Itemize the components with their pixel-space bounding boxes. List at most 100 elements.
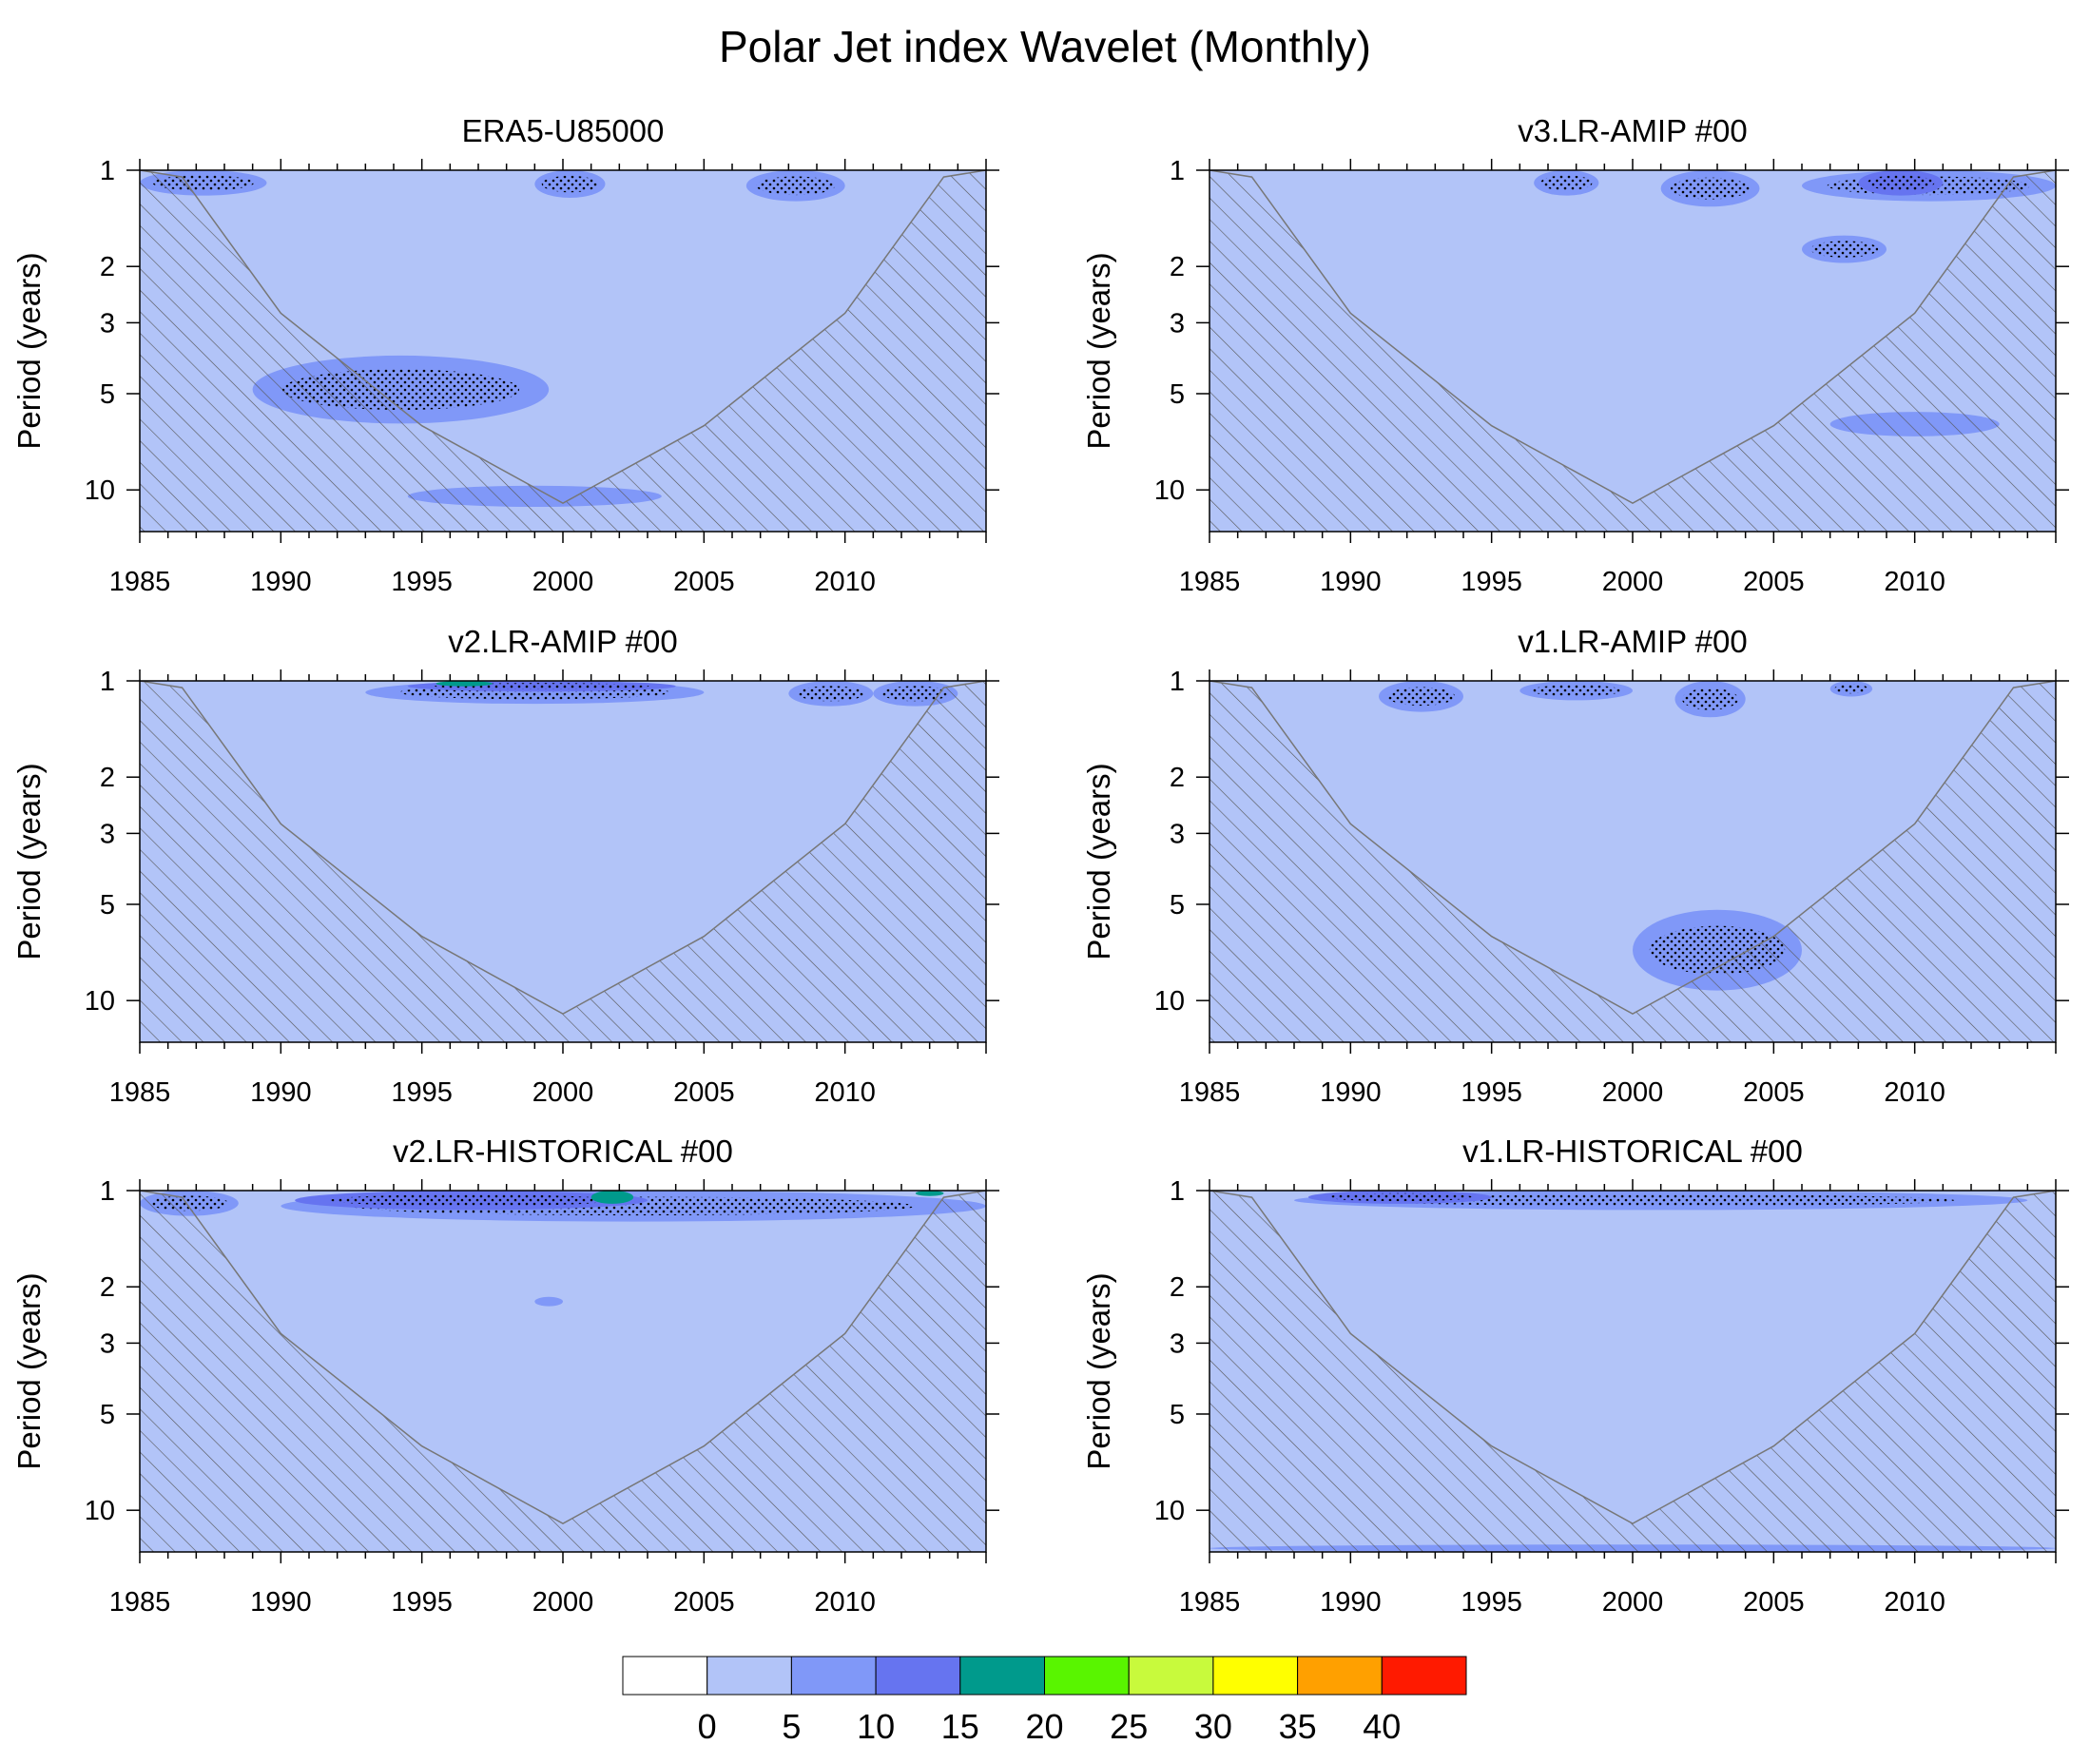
x-tick-label: 2005 [673,567,735,597]
y-tick-label: 2 [1170,252,1185,282]
power-contour [435,681,493,687]
x-tick-label: 1990 [250,567,312,597]
x-tick-label: 1995 [391,1587,453,1618]
wavelet-panel: 1985 1990 1995 2000 2005 2010 1 2 3 5 10 Period (ye… [1081,1134,2069,1618]
significance-stipple [1367,1194,1955,1207]
panel-title: ERA5-U85000 [462,113,665,148]
x-tick-label: 2000 [532,1587,594,1618]
colorbar-label: 20 [1025,1707,1063,1746]
y-tick-label: 1 [100,1176,115,1207]
wavelet-panel: 1985 1990 1995 2000 2005 2010 1 2 3 5 10 Period (ye… [11,113,999,597]
y-tick-label: 3 [1170,308,1185,339]
x-tick-label: 1985 [1179,567,1241,597]
colorbar-swatch [706,1656,792,1696]
x-tick-label: 2010 [1884,1077,1945,1108]
y-tick-label: 2 [1170,1272,1185,1303]
y-axis-label: Period (years) [11,252,47,449]
wavelet-panel: 1985 1990 1995 2000 2005 2010 1 2 3 5 10 Period (ye… [11,624,999,1108]
y-tick-label: 5 [100,379,115,410]
wavelet-panel: 1985 1990 1995 2000 2005 2010 1 2 3 5 10 Period (ye… [1081,113,2069,597]
x-tick-label: 1985 [109,1587,171,1618]
power-contour [915,1191,944,1196]
colorbar-label: 25 [1110,1707,1148,1746]
x-tick-label: 2010 [814,567,876,597]
cone-of-influence-line [140,170,986,504]
x-tick-label: 2010 [1884,567,1945,597]
x-tick-label: 2000 [532,1077,594,1108]
y-tick-label: 5 [100,890,115,921]
x-tick-label: 1985 [109,567,171,597]
cone-of-influence-hatch [140,170,986,532]
x-tick-label: 2000 [1602,567,1664,597]
x-tick-label: 1985 [1179,1077,1241,1108]
wavelet-panels: 1985 1990 1995 2000 2005 2010 1 2 3 5 10 Period (ye… [11,113,2069,1618]
significance-stipple [797,686,865,702]
y-tick-label: 1 [100,667,115,697]
y-tick-label: 2 [100,763,115,793]
colorbar-swatch [959,1656,1045,1696]
significance-stipple [1867,175,1935,191]
y-tick-label: 10 [1154,1496,1185,1526]
panel-title: v3.LR-AMIP #00 [1518,113,1748,148]
colorbar-swatch [1297,1656,1383,1696]
significance-stipple [1386,687,1456,707]
x-tick-label: 1985 [109,1077,171,1108]
cone-of-influence-hatch [1209,681,2056,1042]
y-tick-label: 2 [1170,763,1185,793]
x-tick-label: 2010 [814,1077,876,1108]
y-tick-label: 3 [100,1328,115,1359]
y-tick-label: 10 [1154,475,1185,506]
significance-stipple [330,1194,612,1207]
power-contour [534,1296,564,1307]
colorbar-label: 5 [782,1707,801,1746]
colorbar-label: 30 [1194,1707,1232,1746]
x-tick-label: 2005 [1743,567,1805,597]
x-tick-label: 1990 [1320,1077,1382,1108]
x-tick-label: 2005 [1743,1077,1805,1108]
x-tick-label: 2000 [1602,1077,1664,1108]
x-tick-label: 1990 [250,1587,312,1618]
y-tick-label: 2 [100,1272,115,1303]
colorbar-swatch [1212,1656,1299,1696]
y-tick-label: 1 [1170,1176,1185,1207]
cone-of-influence-line [1209,681,2056,1015]
colorbar-label: 35 [1279,1707,1317,1746]
significance-stipple [1326,1192,1474,1202]
significance-stipple [1809,241,1879,258]
significance-stipple [1834,684,1868,694]
x-tick-label: 2000 [1602,1587,1664,1618]
significance-stipple [1539,175,1593,191]
y-axis-label: Period (years) [11,763,47,960]
x-tick-label: 1995 [1461,1077,1522,1108]
figure-title: Polar Jet index Wavelet (Monthly) [719,22,1371,71]
cone-of-influence-hatch [140,681,986,1042]
significance-stipple [541,175,599,193]
x-tick-label: 1995 [1461,1587,1522,1618]
cone-of-influence-line [1209,170,2056,504]
x-tick-label: 1990 [1320,1587,1382,1618]
panel-title: v1.LR-AMIP #00 [1518,624,1748,659]
y-tick-label: 1 [1170,156,1185,186]
y-tick-label: 1 [100,156,115,186]
colorbar-label: 40 [1363,1707,1401,1746]
colorbar-swatch [622,1656,708,1696]
significance-stipple [756,176,836,196]
y-tick-label: 10 [85,475,115,506]
y-tick-label: 1 [1170,667,1185,697]
colorbar-label: 15 [941,1707,979,1746]
y-axis-label: Period (years) [11,1272,47,1469]
y-tick-label: 10 [85,986,115,1017]
y-tick-label: 5 [1170,890,1185,921]
colorbar-swatch [1128,1656,1214,1696]
significance-stipple [1671,177,1751,200]
y-axis-label: Period (years) [1081,763,1116,960]
panel-title: v2.LR-AMIP #00 [448,624,678,659]
colorbar-swatch [1381,1656,1467,1696]
colorbar: 0 5 10 15 20 25 30 35 40 [622,1656,1467,1746]
colorbar-label: 0 [698,1707,717,1746]
y-tick-label: 10 [1154,986,1185,1017]
x-tick-label: 1995 [391,1077,453,1108]
y-tick-label: 5 [1170,1400,1185,1430]
x-tick-label: 1990 [1320,567,1382,597]
y-tick-label: 5 [100,1400,115,1430]
